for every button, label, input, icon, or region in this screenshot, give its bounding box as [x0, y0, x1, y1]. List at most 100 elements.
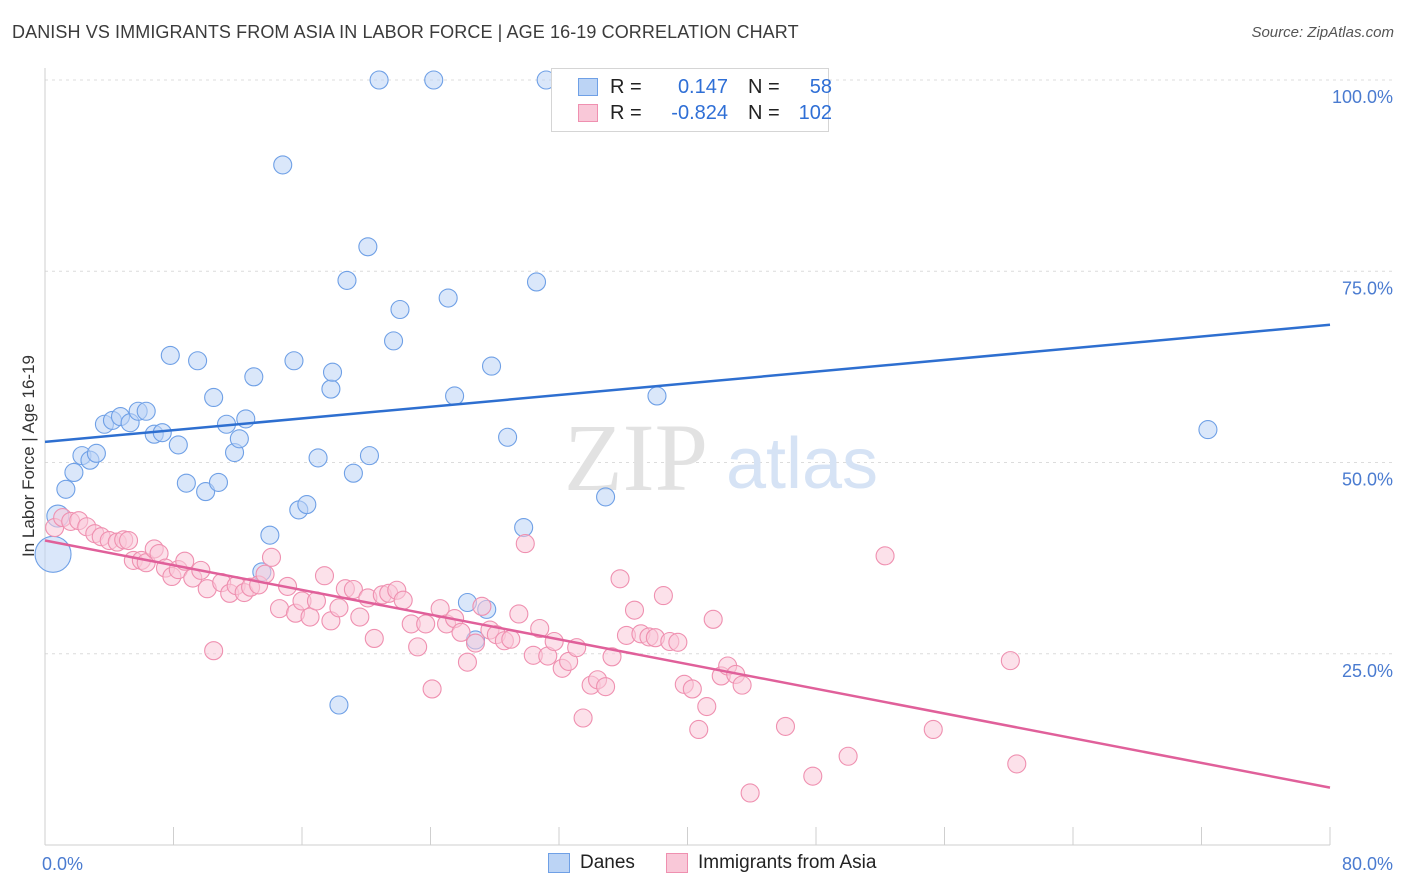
- point-immigrants: [329, 598, 349, 618]
- point-danes: [329, 695, 349, 715]
- point-immigrants: [457, 652, 477, 672]
- point-immigrants: [923, 719, 943, 740]
- axes: [44, 68, 1331, 846]
- data-points: [34, 70, 1218, 803]
- point-immigrants: [775, 716, 796, 736]
- point-immigrants: [596, 677, 616, 697]
- point-immigrants: [689, 719, 709, 740]
- point-danes: [322, 362, 343, 382]
- series-swatch-immigrants: [666, 853, 688, 873]
- point-immigrants: [668, 632, 688, 652]
- y-tick-labels: 25.0% 50.0% 75.0% 100.0%: [1332, 87, 1393, 681]
- point-danes: [86, 443, 106, 463]
- point-danes: [196, 482, 216, 502]
- trend-line-immigrants: [44, 539, 1331, 789]
- point-immigrants: [544, 631, 564, 652]
- point-immigrants: [682, 679, 702, 699]
- point-immigrants: [269, 599, 290, 619]
- point-immigrants: [732, 675, 752, 695]
- series-label-danes: Danes: [580, 852, 635, 873]
- point-danes: [390, 299, 410, 320]
- point-danes: [359, 446, 380, 466]
- point-danes: [498, 427, 518, 447]
- point-danes: [647, 386, 667, 406]
- point-danes: [358, 237, 378, 257]
- point-immigrants: [740, 783, 760, 803]
- point-danes: [188, 351, 208, 371]
- point-immigrants: [422, 679, 442, 699]
- point-immigrants: [314, 566, 335, 586]
- point-immigrants: [451, 622, 471, 642]
- y-tick-label: 50.0%: [1342, 470, 1393, 490]
- point-immigrants: [261, 547, 282, 567]
- point-danes: [596, 487, 616, 507]
- y-tick-label: 75.0%: [1342, 278, 1393, 298]
- point-immigrants: [515, 534, 535, 554]
- point-danes: [424, 70, 444, 90]
- point-immigrants: [393, 590, 413, 610]
- y-tick-label: 100.0%: [1332, 87, 1393, 107]
- x-tick-label-min: 0.0%: [42, 854, 83, 874]
- grid-lines: [45, 79, 1392, 655]
- x-tick-label-max: 80.0%: [1342, 854, 1393, 874]
- y-axis-label: In Labor Force | Age 16-19: [19, 355, 38, 557]
- y-tick-label: 25.0%: [1342, 661, 1393, 681]
- point-immigrants: [653, 586, 673, 606]
- point-danes: [526, 272, 547, 292]
- legend-n-label: N =: [748, 75, 780, 98]
- legend-r-label: R =: [610, 101, 642, 124]
- point-danes: [56, 479, 76, 499]
- point-danes: [160, 345, 180, 365]
- point-immigrants: [530, 618, 550, 639]
- source-credit: Source: ZipAtlas.com: [1251, 24, 1394, 41]
- point-immigrants: [118, 530, 139, 551]
- point-danes: [514, 517, 534, 538]
- point-danes: [438, 288, 458, 308]
- legend-swatch-immigrants: [578, 104, 598, 122]
- legend-n-value-immigrants: 102: [798, 101, 832, 124]
- correlation-legend: R = 0.147 N = 58 R = -0.824 N = 102: [551, 68, 832, 132]
- point-danes: [337, 270, 357, 290]
- legend-r-value-danes: 0.147: [677, 75, 728, 98]
- point-danes: [168, 435, 188, 455]
- point-immigrants: [573, 708, 593, 728]
- point-danes: [284, 351, 304, 371]
- point-danes: [208, 472, 229, 492]
- legend-n-value-danes: 58: [809, 75, 832, 98]
- point-immigrants: [602, 647, 622, 667]
- legend-row-danes: R = 0.147 N = 58: [610, 74, 832, 100]
- point-immigrants: [803, 766, 823, 786]
- point-danes: [244, 367, 264, 387]
- point-immigrants: [509, 604, 529, 624]
- point-immigrants: [697, 696, 717, 717]
- series-swatch-danes: [548, 853, 570, 873]
- point-immigrants: [364, 628, 384, 649]
- point-danes: [176, 473, 196, 493]
- series-legend-danes: Danes: [548, 852, 635, 874]
- point-immigrants: [624, 600, 645, 620]
- point-immigrants: [416, 614, 436, 634]
- trend-lines: [44, 323, 1331, 789]
- point-danes: [273, 155, 293, 175]
- point-danes: [204, 387, 224, 408]
- point-immigrants: [204, 641, 224, 661]
- point-immigrants: [343, 579, 363, 600]
- point-danes: [136, 401, 156, 421]
- point-immigrants: [1007, 754, 1027, 774]
- point-danes: [369, 70, 389, 90]
- watermark-atlas: atlas: [726, 424, 878, 504]
- x-tick-labels: 0.0% 80.0%: [42, 854, 1393, 874]
- point-danes: [229, 429, 249, 449]
- series-label-immigrants: Immigrants from Asia: [698, 852, 877, 873]
- watermark: ZIP atlas: [564, 404, 878, 511]
- legend-swatch-danes: [578, 78, 598, 96]
- point-danes: [384, 331, 404, 351]
- point-danes: [1198, 420, 1218, 440]
- series-legend-immigrants: Immigrants from Asia: [666, 852, 876, 874]
- point-danes: [321, 379, 341, 399]
- point-immigrants: [465, 633, 486, 653]
- watermark-zip: ZIP: [564, 404, 708, 511]
- point-immigrants: [875, 546, 895, 566]
- point-danes: [260, 525, 280, 545]
